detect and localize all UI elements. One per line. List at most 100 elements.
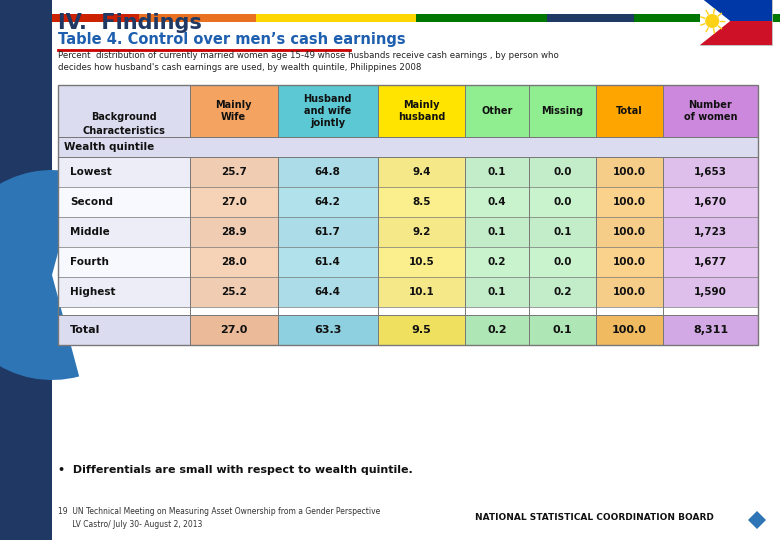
Bar (58, 315, 758, 345)
Text: •  Differentials are small with respect to wealth quintile.: • Differentials are small with respect t… (58, 465, 413, 475)
Text: 9.5: 9.5 (412, 325, 431, 335)
Bar (278, 157, 378, 187)
Text: Wealth quintile: Wealth quintile (64, 142, 154, 152)
Text: 63.3: 63.3 (314, 325, 341, 335)
Polygon shape (747, 510, 767, 530)
Text: 25.2: 25.2 (221, 287, 246, 297)
Text: 19  UN Technical Meeting on Measuring Asset Ownership from a Gender Perspective
: 19 UN Technical Meeting on Measuring Ass… (58, 507, 381, 529)
Text: 1,677: 1,677 (694, 257, 727, 267)
Bar (378, 85, 466, 137)
Bar (529, 217, 596, 247)
Bar (700, 0, 772, 21)
Text: 100.0: 100.0 (613, 227, 646, 237)
Bar (466, 315, 529, 345)
Bar (190, 85, 278, 137)
Text: 64.2: 64.2 (314, 197, 340, 207)
Bar (58, 277, 758, 307)
Bar (190, 315, 278, 345)
Bar (596, 277, 663, 307)
Text: Second: Second (70, 197, 113, 207)
Text: Mainly
husband: Mainly husband (398, 100, 445, 122)
Text: 100.0: 100.0 (613, 197, 646, 207)
Text: Middle: Middle (70, 227, 110, 237)
Bar (596, 85, 663, 137)
Text: 0.1: 0.1 (552, 325, 572, 335)
Text: Total: Total (616, 106, 643, 116)
Text: Fourth: Fourth (70, 257, 109, 267)
Text: Background
Characteristics: Background Characteristics (83, 112, 165, 136)
Text: NATIONAL STATISTICAL COORDINATION BOARD: NATIONAL STATISTICAL COORDINATION BOARD (475, 514, 714, 523)
Text: Missing: Missing (541, 106, 583, 116)
Text: 64.8: 64.8 (314, 167, 340, 177)
Bar (140, 14, 256, 22)
Bar (596, 217, 663, 247)
Bar (529, 277, 596, 307)
Text: 27.0: 27.0 (220, 325, 247, 335)
Text: 27.0: 27.0 (221, 197, 246, 207)
Bar (663, 85, 758, 137)
Text: Lowest: Lowest (70, 167, 112, 177)
Text: Number
of women: Number of women (684, 100, 737, 122)
Text: 0.0: 0.0 (553, 257, 572, 267)
Text: 0.1: 0.1 (488, 167, 506, 177)
Bar (596, 187, 663, 217)
Bar (663, 217, 758, 247)
Bar (190, 187, 278, 217)
Text: 0.1: 0.1 (553, 227, 572, 237)
Bar (700, 21, 772, 45)
Bar (58, 137, 758, 157)
Bar (378, 247, 466, 277)
Polygon shape (0, 0, 52, 540)
Text: Percent  distribution of currently married women age 15-49 whose husbands receiv: Percent distribution of currently marrie… (58, 51, 558, 72)
Bar (278, 187, 378, 217)
Bar (58, 85, 758, 137)
Text: 1,590: 1,590 (694, 287, 727, 297)
Bar (278, 217, 378, 247)
Text: 9.4: 9.4 (412, 167, 431, 177)
Bar (700, 0, 772, 45)
Text: 100.0: 100.0 (613, 287, 646, 297)
Polygon shape (747, 510, 767, 530)
Text: 8.5: 8.5 (412, 197, 431, 207)
Text: IV.  Findings: IV. Findings (58, 13, 202, 33)
Bar (466, 277, 529, 307)
Wedge shape (0, 170, 80, 380)
Bar (529, 247, 596, 277)
Bar (190, 277, 278, 307)
Text: 28.0: 28.0 (221, 257, 246, 267)
Text: 10.5: 10.5 (409, 257, 434, 267)
Bar (596, 247, 663, 277)
Bar (58, 157, 758, 187)
Text: 0.1: 0.1 (488, 227, 506, 237)
Bar (190, 217, 278, 247)
Bar (596, 315, 663, 345)
Bar (663, 277, 758, 307)
Text: 9.2: 9.2 (412, 227, 431, 237)
Bar (190, 157, 278, 187)
Bar (278, 277, 378, 307)
Bar (596, 157, 663, 187)
Bar (58, 85, 758, 345)
Bar (190, 247, 278, 277)
Bar (278, 85, 378, 137)
Bar (466, 247, 529, 277)
Bar (529, 157, 596, 187)
Bar (663, 157, 758, 187)
Bar (378, 187, 466, 217)
Bar (58, 217, 758, 247)
Text: 64.4: 64.4 (314, 287, 341, 297)
Bar (547, 14, 634, 22)
Polygon shape (700, 0, 730, 45)
Text: 28.9: 28.9 (221, 227, 246, 237)
Bar (52, 14, 140, 22)
Bar (466, 157, 529, 187)
Bar (663, 247, 758, 277)
Bar (529, 315, 596, 345)
Text: 0.0: 0.0 (553, 167, 572, 177)
Text: 61.7: 61.7 (314, 227, 340, 237)
Text: Husband
and wife
jointly: Husband and wife jointly (303, 93, 352, 129)
Text: 61.4: 61.4 (314, 257, 340, 267)
Text: 10.1: 10.1 (409, 287, 434, 297)
Circle shape (705, 14, 719, 28)
Text: Other: Other (481, 106, 512, 116)
